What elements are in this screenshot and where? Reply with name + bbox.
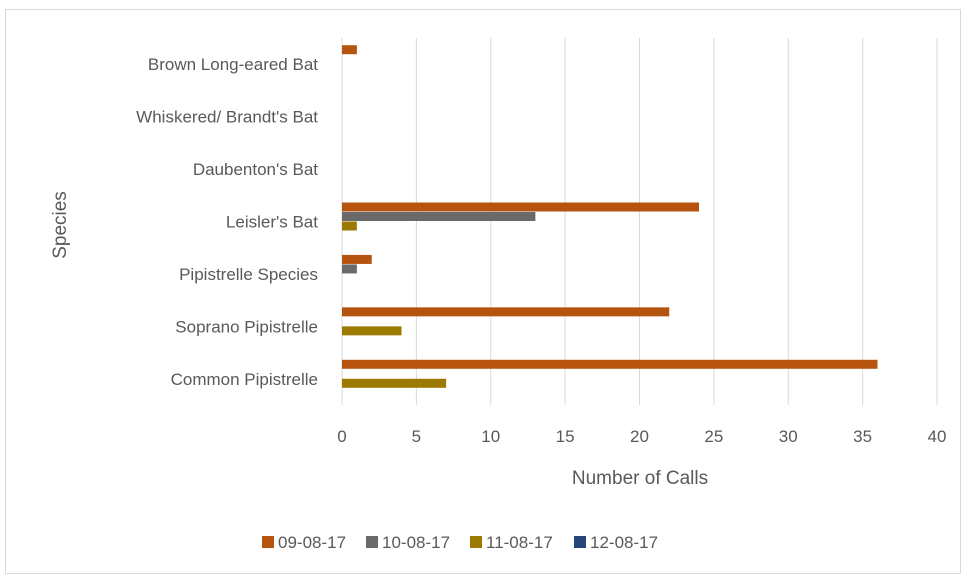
bar-11-08-17-leisler-s-bat	[342, 221, 357, 231]
bar-10-08-17-pipistrelle-species	[342, 264, 357, 274]
bar-11-08-17-common-pipistrelle	[342, 378, 447, 388]
x-tick-label-0: 0	[337, 427, 346, 446]
y-tick-label-brown-long-eared-bat: Brown Long-eared Bat	[148, 55, 318, 74]
bar-11-08-17-soprano-pipistrelle	[342, 326, 402, 336]
legend-label-11-08-17: 11-08-17	[486, 533, 553, 552]
y-axis-title: Species	[50, 191, 71, 259]
y-tick-label-daubenton-s-bat: Daubenton's Bat	[193, 160, 318, 179]
chart-frame	[5, 9, 961, 574]
y-tick-label-soprano-pipistrelle: Soprano Pipistrelle	[175, 317, 318, 336]
y-tick-label-leisler-s-bat: Leisler's Bat	[226, 213, 318, 232]
bar-09-08-17-common-pipistrelle	[342, 359, 878, 369]
y-tick-label-whiskered-brandt-s-bat: Whiskered/ Brandt's Bat	[136, 108, 318, 127]
legend: 09-08-17 10-08-17 11-08-17 12-08-17	[262, 533, 658, 552]
x-tick-label-30: 30	[779, 427, 798, 446]
x-tick-label-25: 25	[704, 427, 723, 446]
legend-label-09-08-17: 09-08-17	[278, 533, 346, 552]
x-tick-label-40: 40	[928, 427, 947, 446]
legend-swatch-10-08-17	[366, 536, 378, 548]
gridlines	[341, 38, 938, 405]
x-tick-label-5: 5	[412, 427, 421, 446]
bar-09-08-17-brown-long-eared-bat	[342, 45, 357, 55]
x-tick-label-15: 15	[556, 427, 575, 446]
x-tick-label-20: 20	[630, 427, 649, 446]
x-axis-title: Number of Calls	[572, 468, 708, 489]
legend-swatch-12-08-17	[574, 536, 586, 548]
bar-09-08-17-pipistrelle-species	[342, 254, 372, 264]
legend-label-12-08-17: 12-08-17	[590, 533, 658, 552]
legend-swatch-11-08-17	[470, 536, 482, 548]
x-tick-labels: 0 5 10 15 20 25 30 35 40	[337, 427, 946, 446]
bar-09-08-17-leisler-s-bat	[342, 202, 699, 212]
y-tick-label-common-pipistrelle: Common Pipistrelle	[171, 370, 318, 389]
x-tick-label-10: 10	[481, 427, 500, 446]
bar-10-08-17-leisler-s-bat	[342, 212, 536, 221]
y-tick-labels: Common Pipistrelle Soprano Pipistrelle Pip…	[136, 55, 318, 389]
legend-label-10-08-17: 10-08-17	[382, 533, 450, 552]
bar-09-08-17-soprano-pipistrelle	[342, 307, 670, 317]
bars	[342, 45, 878, 388]
legend-swatch-09-08-17	[262, 536, 274, 548]
x-tick-label-35: 35	[853, 427, 872, 446]
y-tick-label-pipistrelle-species: Pipistrelle Species	[179, 265, 318, 284]
